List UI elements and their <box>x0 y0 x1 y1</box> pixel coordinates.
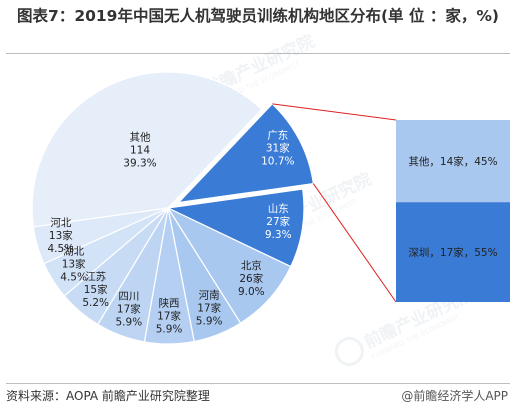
stacked-bar-chart: 其他，14家，45% 深圳，17家，55% <box>396 120 510 302</box>
pie-label-四川: 四川 17家 5.9% <box>116 290 143 328</box>
pie-slice-广东 <box>177 103 315 204</box>
pie-slice-山东 <box>165 188 305 268</box>
bar-segment-label-1: 深圳，17家，55% <box>408 246 497 259</box>
pie-labels: 其他 114 39.3% 广东 31家 10.7% 山东 27家 9.3%北京 26家 9.0% 河南… <box>47 128 294 335</box>
footer-divider <box>6 383 510 384</box>
pie-label-北京: 北京 26家 9.0% <box>238 259 265 298</box>
bar-segment-0 <box>396 120 510 203</box>
connector-top <box>272 103 397 121</box>
pie-slice-其他 <box>31 71 263 228</box>
credit-note: @前瞻经济学人APP <box>401 389 508 403</box>
connector-lines <box>272 103 397 303</box>
pie-label-江苏: 江苏 15家 5.2% <box>82 270 109 309</box>
pie-label-河南: 河南 17家 5.9% <box>196 289 223 328</box>
chart-title: 图表7：2019年中国无人机驾驶员训练机构地区分布(单 位 ：家，%) <box>17 7 499 25</box>
bar-segment-1 <box>396 202 510 302</box>
bar-segment-label-0: 其他，14家，45% <box>408 155 497 168</box>
pie-chart <box>31 71 315 345</box>
pie-label-山东: 山东 27家 9.3% <box>265 202 292 241</box>
pie-label-河北: 河北 13家 4.5% <box>47 217 74 255</box>
pie-label-陕西: 陕西 17家 5.9% <box>156 297 183 336</box>
pie-label-广东: 广东 31家 10.7% <box>261 128 294 167</box>
pie-label-湖北: 湖北 13家 4.5% <box>60 245 87 283</box>
title-divider <box>6 53 510 54</box>
pie-label-其他: 其他 114 39.3% <box>123 131 156 170</box>
source-note: 资料来源：AOPA 前瞻产业研究院整理 <box>6 389 210 403</box>
pie-slice-河北 <box>32 207 169 265</box>
connector-bottom <box>312 183 397 303</box>
